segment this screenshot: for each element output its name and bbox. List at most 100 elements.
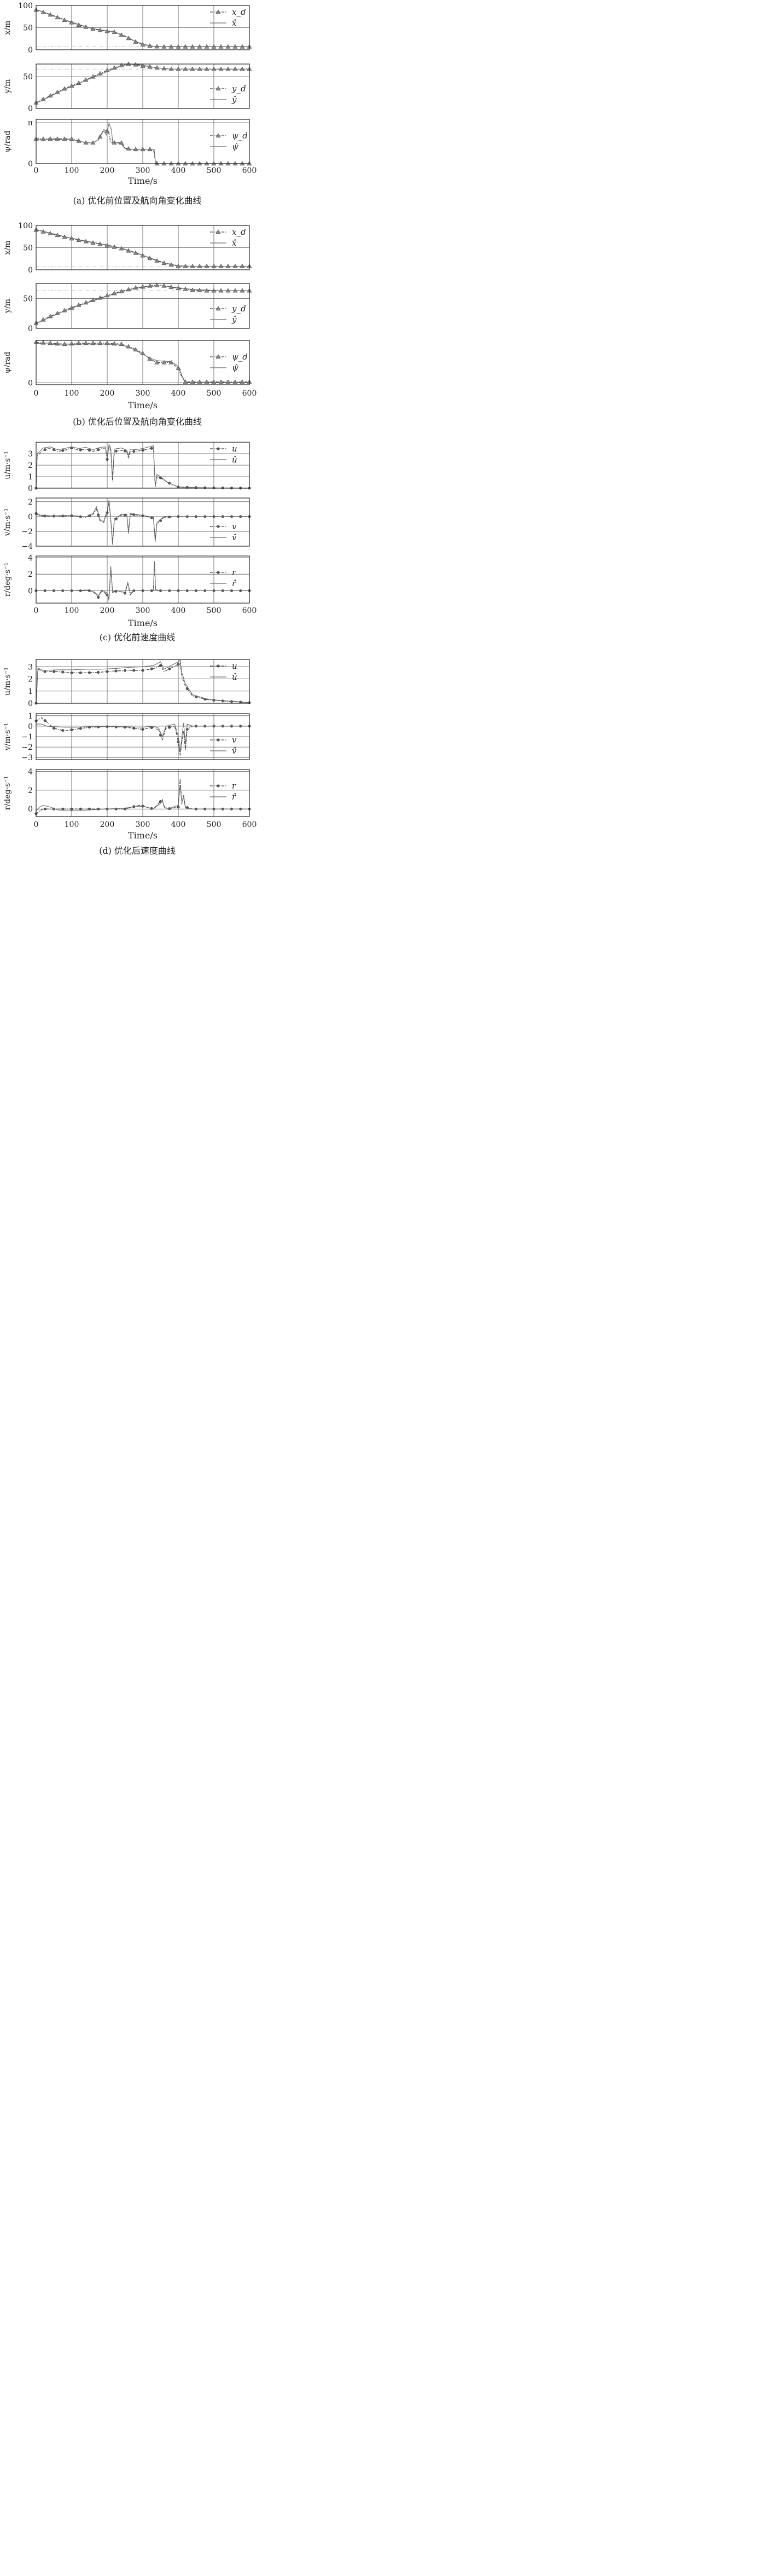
x-tick-label: 200 [100, 606, 115, 615]
data-marker [168, 667, 171, 670]
y-tick-label: −1 [21, 733, 33, 742]
x-tick-label: 500 [207, 820, 222, 829]
legend-label: x_d [232, 227, 246, 237]
x-tick-label: 100 [65, 166, 79, 175]
x-tick-label: 200 [100, 820, 115, 829]
y-tick-label: 0 [28, 160, 33, 169]
legend-label: y_d [231, 84, 246, 94]
panel-a-x: 0 50 100 x_dx̂ x/m [3, 2, 252, 55]
data-marker [97, 448, 100, 451]
data-marker [79, 448, 82, 451]
y-tick-label: 0 [28, 325, 33, 333]
legend-marker [215, 9, 221, 14]
series-y_hat [36, 285, 249, 324]
data-marker [97, 807, 100, 811]
data-marker [76, 302, 81, 307]
legend-label: r̂ [232, 792, 236, 802]
y-tick-label: 0 [28, 805, 33, 814]
y-tick-label: 4 [28, 554, 33, 563]
data-marker [168, 726, 171, 729]
panel-a-y: 0 50 y_dŷ y/m [3, 61, 252, 113]
data-marker [52, 514, 56, 518]
y-axis-label: r/deg·s⁻¹ [3, 563, 12, 597]
x-tick-label: 300 [136, 389, 150, 398]
data-marker [141, 728, 144, 731]
legend: x_dx̂ [210, 227, 246, 248]
data-marker [55, 89, 60, 94]
series-line [36, 443, 250, 489]
legend-marker [217, 571, 220, 574]
y-tick-label: 50 [23, 244, 33, 253]
y-tick-label: 1 [28, 473, 33, 482]
x-tick-label: 600 [242, 820, 257, 829]
legend-label: y_d [231, 304, 246, 314]
legend-label: ψ̂ [232, 363, 238, 373]
series-line [36, 341, 249, 383]
y-tick-label: −3 [21, 754, 33, 762]
y-tick-label: 1 [28, 687, 33, 696]
series-u_hat [36, 659, 250, 704]
panel-b-psi: 0 ψ_dψ̂ ψ/rad [3, 339, 252, 388]
data-marker [43, 670, 46, 673]
x-tick-label: 200 [100, 389, 115, 398]
x-tick-label: 400 [171, 166, 186, 175]
data-marker [97, 595, 100, 599]
series-r_hat [36, 563, 249, 601]
data-marker [106, 458, 109, 461]
x-tick-label: 500 [207, 389, 222, 398]
y-tick-label: 3 [28, 450, 33, 459]
series-psi_hat [36, 343, 249, 383]
legend-marker [217, 664, 220, 668]
data-marker [177, 806, 180, 809]
plot-frame [36, 442, 250, 489]
y-axis-label: u/m·s⁻¹ [3, 667, 12, 696]
data-marker [212, 698, 215, 702]
data-marker [69, 305, 74, 310]
figure-caption: (c) 优化前速度曲线 [100, 632, 176, 642]
legend-marker [217, 738, 220, 742]
plot-frame [36, 769, 250, 817]
data-marker [55, 311, 60, 315]
x-tick-label: 0 [34, 166, 39, 175]
panel-c-r: 0 2 4 rr̂ r/deg·s⁻¹ [3, 554, 251, 604]
data-marker [114, 669, 118, 673]
legend-marker [215, 86, 221, 91]
x-tick-label: 400 [171, 389, 186, 398]
y-tick-label: 0 [28, 266, 33, 275]
series-u [34, 661, 251, 705]
y-axis-label: y/m [3, 299, 12, 314]
data-marker [76, 80, 81, 85]
y-tick-label: 1 [28, 712, 33, 721]
y-axis-label: v/m·s⁻¹ [3, 508, 12, 537]
series-x_hat [36, 229, 249, 267]
x-tick-label: 600 [242, 389, 257, 398]
data-marker [79, 589, 82, 592]
legend: ψ_dψ̂ [210, 131, 248, 152]
panel-c-u: 0 1 2 3 uû u/m·s⁻¹ [3, 442, 251, 493]
panel-c-v: −4 −2 0 2 vv̂ v/m·s⁻¹ [3, 497, 251, 551]
plot-frame [36, 713, 250, 760]
y-tick-label: 0 [28, 699, 33, 708]
series-line [36, 563, 249, 601]
y-tick-label: 2 [28, 570, 33, 579]
y-tick-label: 0 [28, 722, 33, 731]
legend-marker [217, 784, 220, 788]
x-tick-label: 500 [207, 606, 222, 615]
data-marker [79, 807, 82, 811]
x-tick-label: 400 [171, 820, 186, 829]
legend: uû [210, 444, 237, 465]
legend-label: ψ_d [232, 131, 248, 141]
data-marker [154, 360, 160, 364]
data-marker [61, 729, 65, 732]
series-line [36, 9, 249, 47]
data-marker [150, 447, 153, 450]
y-tick-label: 100 [18, 2, 33, 10]
x-tick-label: 100 [65, 820, 79, 829]
legend-label: u [232, 661, 237, 671]
legend-label: ψ̂ [232, 142, 238, 152]
data-marker [62, 308, 67, 312]
data-marker [52, 727, 56, 730]
series-line [36, 229, 249, 267]
data-marker [61, 807, 65, 811]
